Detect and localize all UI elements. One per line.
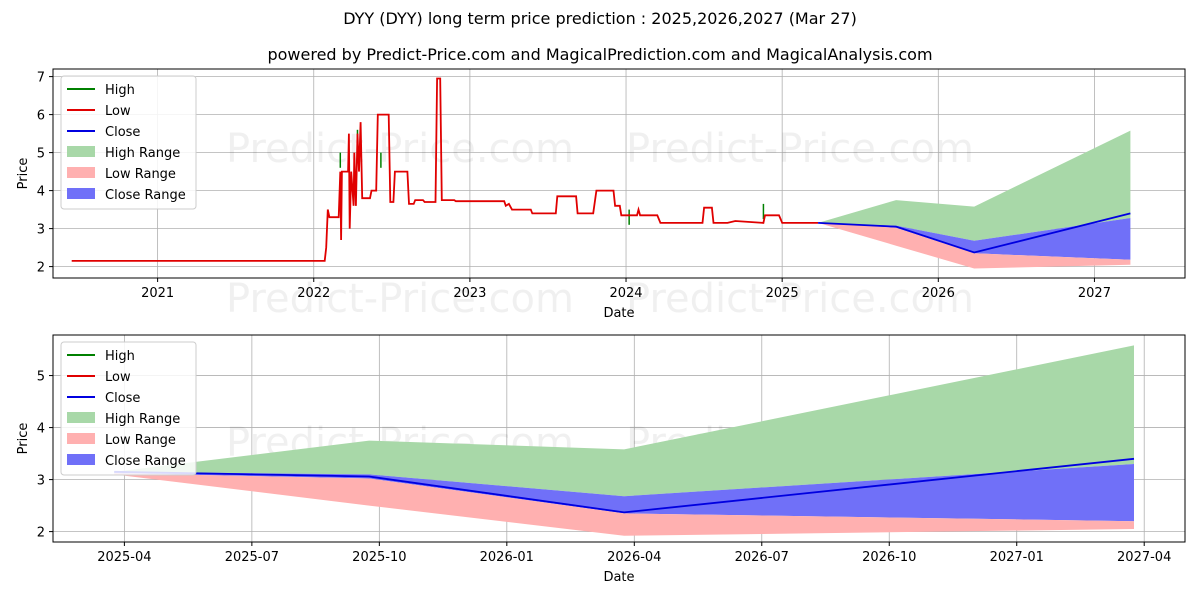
legend-label: Low bbox=[105, 370, 131, 385]
x-axis-label: Date bbox=[603, 570, 634, 585]
x-tick-label: 2025-07 bbox=[225, 550, 279, 565]
x-tick-label: 2025-10 bbox=[352, 550, 406, 565]
watermark: Predict-Price.com bbox=[226, 126, 574, 172]
x-tick-label: 2027-04 bbox=[1117, 550, 1171, 565]
x-tick-label: 2026-01 bbox=[480, 550, 534, 565]
y-tick-label: 2 bbox=[37, 526, 45, 541]
legend: High Low Close High Range Low Range Close Ran… bbox=[60, 341, 197, 476]
legend-label: Close Range bbox=[105, 454, 186, 469]
legend-label: Low bbox=[105, 104, 131, 119]
legend-swatch bbox=[67, 188, 95, 199]
legend-label: Close bbox=[105, 125, 140, 140]
plot-frame bbox=[52, 68, 1186, 279]
legend-swatch bbox=[67, 167, 95, 178]
legend-label: High bbox=[105, 349, 135, 364]
legend-label: Low Range bbox=[105, 433, 176, 448]
watermark: Predict-Price.com bbox=[226, 276, 574, 322]
legend-swatch bbox=[67, 146, 95, 157]
x-tick-label: 2027 bbox=[1078, 286, 1111, 301]
close-line bbox=[818, 212, 1131, 254]
high-range-band bbox=[114, 345, 1134, 497]
chart-subtitle: powered by Predict-Price.com and Magical… bbox=[267, 45, 933, 64]
chart-panel-2: Predict-Price.comPredict-Price.com2025-0… bbox=[16, 334, 1186, 585]
y-tick-label: 4 bbox=[37, 422, 45, 437]
high-range-band bbox=[818, 130, 1131, 241]
x-tick-label: 2025 bbox=[766, 286, 799, 301]
y-tick-label: 2 bbox=[37, 261, 45, 276]
x-tick-label: 2026-04 bbox=[607, 550, 661, 565]
legend-label: High bbox=[105, 83, 135, 98]
x-tick-label: 2026 bbox=[922, 286, 955, 301]
x-tick-label: 2025-04 bbox=[97, 550, 151, 565]
legend-swatch bbox=[67, 454, 95, 465]
low-range-band bbox=[818, 222, 1131, 269]
watermark: Predict-Price.com bbox=[626, 126, 974, 172]
legend-label: High Range bbox=[105, 412, 180, 427]
legend-label: Close Range bbox=[105, 188, 186, 203]
y-axis-label: Price bbox=[16, 423, 31, 455]
legend-label: Close bbox=[105, 391, 140, 406]
legend-swatch bbox=[67, 433, 95, 444]
y-axis-label: Price bbox=[16, 158, 31, 190]
y-tick-label: 3 bbox=[37, 474, 45, 489]
watermark: Predict-Price.com bbox=[626, 276, 974, 322]
y-tick-label: 5 bbox=[37, 147, 45, 162]
y-tick-label: 5 bbox=[37, 370, 45, 385]
plot-frame bbox=[52, 334, 1186, 543]
x-tick-label: 2024 bbox=[609, 286, 642, 301]
close-range-band bbox=[114, 464, 1134, 522]
y-tick-label: 7 bbox=[37, 71, 45, 86]
legend: High Low Close High Range Low Range Close Ran… bbox=[60, 75, 197, 210]
legend-swatch bbox=[67, 412, 95, 423]
legend-label: Low Range bbox=[105, 167, 176, 182]
close-line bbox=[114, 457, 1135, 514]
x-tick-label: 2022 bbox=[297, 286, 330, 301]
y-tick-label: 4 bbox=[37, 185, 45, 200]
y-tick-label: 6 bbox=[37, 109, 45, 124]
low-line bbox=[71, 77, 819, 262]
x-tick-label: 2023 bbox=[453, 286, 486, 301]
close-range-band bbox=[818, 218, 1131, 260]
x-tick-label: 2026-07 bbox=[735, 550, 789, 565]
chart-title: DYY (DYY) long term price prediction : 2… bbox=[343, 9, 857, 28]
x-tick-label: 2021 bbox=[141, 286, 174, 301]
y-tick-label: 3 bbox=[37, 223, 45, 238]
x-tick-label: 2027-01 bbox=[990, 550, 1044, 565]
legend-label: High Range bbox=[105, 146, 180, 161]
x-tick-label: 2026-10 bbox=[862, 550, 916, 565]
low-range-band bbox=[114, 473, 1134, 536]
chart-panel-1: Predict-Price.com Predict-Price.com Predic… bbox=[16, 68, 1186, 322]
x-axis-label: Date bbox=[603, 306, 634, 321]
